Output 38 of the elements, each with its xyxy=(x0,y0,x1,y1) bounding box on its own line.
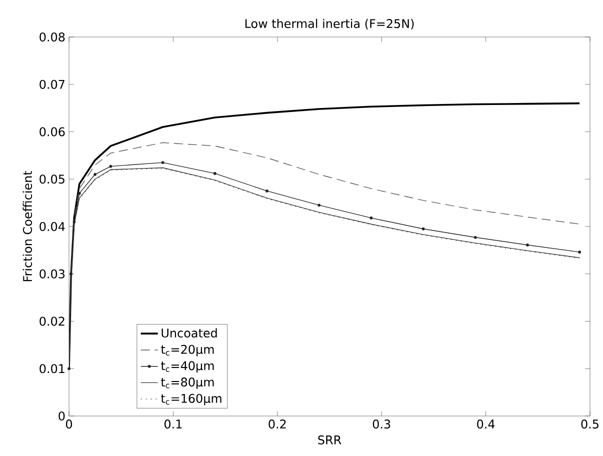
point xyxy=(70,272,73,276)
point xyxy=(213,172,216,175)
legend-label: t$_{c}$=80µm xyxy=(161,378,214,389)
point xyxy=(94,172,96,176)
point xyxy=(526,244,529,246)
x-tick-label: 0.1 xyxy=(164,420,182,429)
y-tick-label: 0.01 xyxy=(40,364,64,374)
point xyxy=(78,192,81,195)
legend-label: Uncoated xyxy=(162,328,217,338)
point xyxy=(161,161,164,164)
x-tick-label: 0.2 xyxy=(268,420,286,429)
y-tick-label: 0.07 xyxy=(40,80,64,89)
point xyxy=(72,220,76,224)
legend-label: t$_{c}$=20µm xyxy=(161,344,214,356)
x-tick-label: 0.4 xyxy=(477,420,495,429)
x-tick-label: 0.3 xyxy=(372,420,390,429)
point xyxy=(474,236,477,239)
x-tick-label: 0 xyxy=(66,420,72,429)
y-tick-label: 0.03 xyxy=(40,269,65,278)
x-tick-label: 0.5 xyxy=(581,420,598,429)
y-tick-label: 0.05 xyxy=(40,174,64,184)
point xyxy=(109,164,112,168)
legend-label: t$_{c}$=40µm xyxy=(161,361,214,373)
point xyxy=(578,250,582,254)
y-tick-label: 0.04 xyxy=(40,222,65,232)
point xyxy=(266,190,268,192)
y-tick-label: 0.02 xyxy=(40,316,64,326)
point xyxy=(370,216,373,220)
y-axis-title: Friction Coefficient xyxy=(22,170,32,282)
y-tick-label: 0.06 xyxy=(40,127,65,136)
y-tick-label: 0.08 xyxy=(40,32,65,42)
legend-label: t$_{c}$=160µm xyxy=(161,394,222,406)
y-tick-label: 0 xyxy=(58,411,65,421)
point xyxy=(68,367,70,370)
chart-title: Low thermal inertia (F=25N) xyxy=(245,18,414,30)
point xyxy=(318,204,321,207)
x-axis-title: SRR xyxy=(318,435,342,444)
point xyxy=(422,227,425,230)
